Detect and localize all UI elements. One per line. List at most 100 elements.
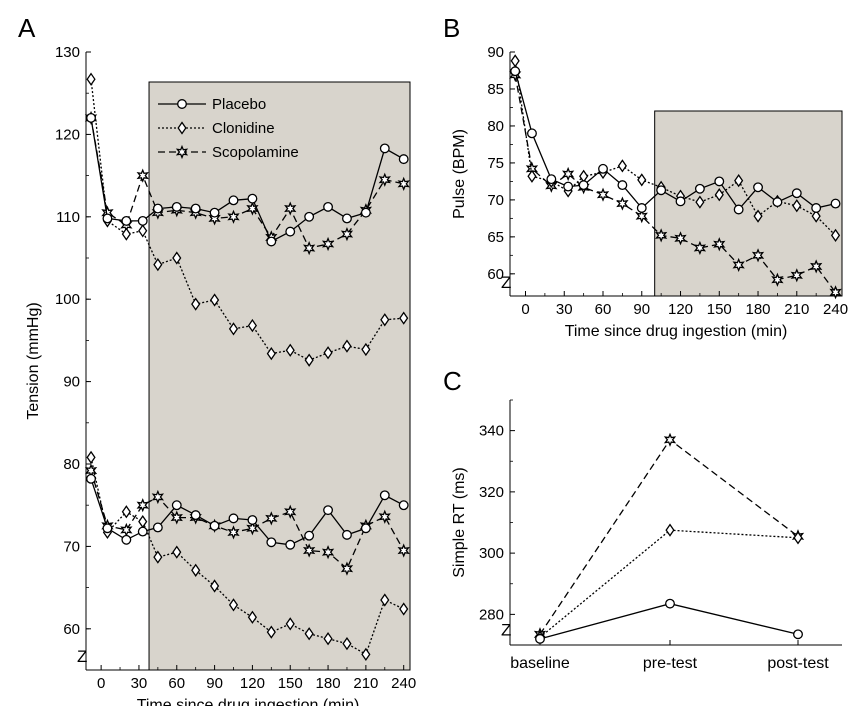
panel-a-series-clonidine-markers [86, 450, 409, 661]
panel-b-clonidine-point [510, 54, 520, 68]
panel-a-scopolamine-point [321, 545, 335, 560]
panel-a-placebo-point [285, 226, 296, 237]
panel-a-clonidine-point [172, 251, 182, 265]
panel-a-placebo-point [304, 530, 315, 541]
panel-a-clonidine-point [304, 627, 314, 641]
panel-a-placebo-point [171, 201, 182, 212]
panel-a-scopolamine-point [284, 201, 297, 216]
panel-a-placebo-point [137, 526, 148, 537]
panel-a-placebo-point [398, 154, 409, 165]
panel-b-plot: 60 65 70 75 80 85 90 0 30 60 90 120 150 180 210 240 Time… [451, 44, 848, 340]
panel-a-series-scopolamine-line [90, 470, 405, 570]
panel-b-scopolamine-point [713, 237, 726, 252]
panel-a-placebo-point [228, 195, 239, 206]
panel-b-clonidine-point [792, 199, 802, 213]
panel-b-x-tick-label: 90 [633, 301, 650, 318]
panel-a-clonidine-point [361, 647, 371, 661]
panel-a-placebo-point [121, 534, 132, 545]
panel-b-placebo-point [527, 128, 537, 139]
panel-b-scopolamine-point [771, 272, 784, 287]
panel-a-x-tick-label: 90 [206, 675, 223, 692]
panel-a-x-tick-label: 240 [391, 675, 416, 692]
panel-a-clonidine-point [285, 617, 295, 631]
panel-a-clonidine-point [266, 346, 276, 361]
panel-c-y-tick-label: 280 [479, 606, 504, 623]
panel-a-clonidine-point [138, 515, 148, 529]
panel-a-clonidine-point [228, 322, 239, 336]
panel-a-scopolamine-point [170, 510, 183, 525]
panel-a-scopolamine-point [208, 211, 221, 226]
panel-a-clonidine-point [304, 353, 314, 367]
panel-a-x-tick-label: 120 [240, 675, 265, 692]
panel-a-clonidine-point [380, 313, 390, 327]
panel-b-placebo-point [811, 203, 822, 213]
panel-b-scopolamine-point [751, 248, 765, 263]
panel-b-placebo-point [694, 183, 705, 194]
panel-a-plot: 60 70 80 90 100 110 120 130 0 30 60 90 120 150 180 210 2… [25, 44, 416, 706]
panel-a-clonidine-point [191, 563, 201, 577]
panel-a-y-tick-label: 90 [63, 374, 80, 391]
panel-a-letter: A [18, 13, 36, 43]
panel-a-placebo-point [285, 539, 296, 550]
panel-a-scopolamine-point [397, 543, 410, 558]
panel-b-placebo-point [636, 203, 647, 213]
panel-c-y-axis-title: Simple RT (ms) [451, 467, 468, 578]
panel-c-placebo-point [535, 633, 545, 644]
panel-a-clonidine-point [247, 318, 258, 333]
panel-a-x-tick-label: 150 [278, 675, 303, 692]
panel-c-placebo-point [793, 629, 803, 640]
panel-a-scopolamine-point [378, 509, 391, 524]
panel-b-y-tick-label: 80 [487, 118, 504, 135]
panel-a-placebo-point [360, 523, 371, 534]
panel-a-placebo-point [209, 520, 220, 531]
panel-a-placebo-point [209, 207, 220, 218]
panel-a-scopolamine-point [120, 522, 133, 538]
panel-a-clonidine-point [323, 346, 333, 360]
legend-marker-placebo [177, 99, 187, 109]
panel-b-axis-break-icon: Z [501, 273, 511, 292]
panel-a-clonidine-point [380, 593, 390, 607]
panel-b-clonidine-point [753, 209, 763, 223]
panel-a-scopolamine-point [265, 511, 278, 526]
panel-a-clonidine-point [323, 632, 333, 646]
panel-b-clonidine-point [830, 228, 841, 243]
panel-a-clonidine-point [210, 579, 220, 593]
legend-label-scopolamine: Scopolamine [212, 144, 299, 161]
panel-b-group [509, 54, 842, 300]
panel-a-placebo-point [247, 515, 258, 525]
panel-b-placebo-point [546, 174, 557, 185]
panel-a-placebo-point [137, 215, 148, 226]
panel-b-placebo-point [714, 176, 725, 187]
panel-a-placebo-point [342, 213, 352, 224]
panel-a-placebo-point [152, 203, 163, 214]
panel-b-clonidine-point [695, 195, 705, 209]
panel-a-clonidine-point [342, 339, 352, 353]
panel-b-placebo-point [830, 198, 841, 209]
panel-a-scopolamine-point [151, 489, 165, 505]
panel-a-shaded-period [148, 81, 411, 671]
panel-a-clonidine-point [399, 311, 409, 325]
panel-c-y-tick-label: 340 [479, 423, 504, 440]
panel-b-x-tick-label: 180 [746, 301, 771, 318]
panel-b-scopolamine-point [810, 259, 823, 274]
panel-b-clonidine-point [527, 169, 537, 183]
panel-b-scopolamine-point [790, 268, 803, 283]
panel-a-placebo-point [379, 143, 390, 154]
panel-c-series-placebo-line [539, 603, 799, 640]
panel-c-clonidine-point [793, 531, 803, 545]
panel-a-scopolamine-point [227, 209, 240, 224]
panel-b-scopolamine-point [829, 285, 842, 300]
panel-a-placebo-point [190, 203, 201, 214]
panel-a-clonidine-point [153, 257, 163, 272]
panel-a-clonidine-point [172, 545, 182, 559]
panel-a-placebo-point [86, 112, 96, 123]
panel-a-x-tick-label: 180 [316, 675, 341, 692]
panel-b-clonidine-point [579, 169, 589, 183]
panel-a-clonidine-point [86, 72, 96, 86]
panel-a-scopolamine-point [136, 498, 149, 513]
legend-label-clonidine: Clonidine [212, 120, 275, 137]
panel-a-clonidine-point [285, 343, 295, 357]
panel-c-placebo-point [665, 598, 675, 609]
panel-a-placebo-point [266, 236, 277, 247]
panel-a-y-tick-label: 130 [55, 44, 80, 61]
